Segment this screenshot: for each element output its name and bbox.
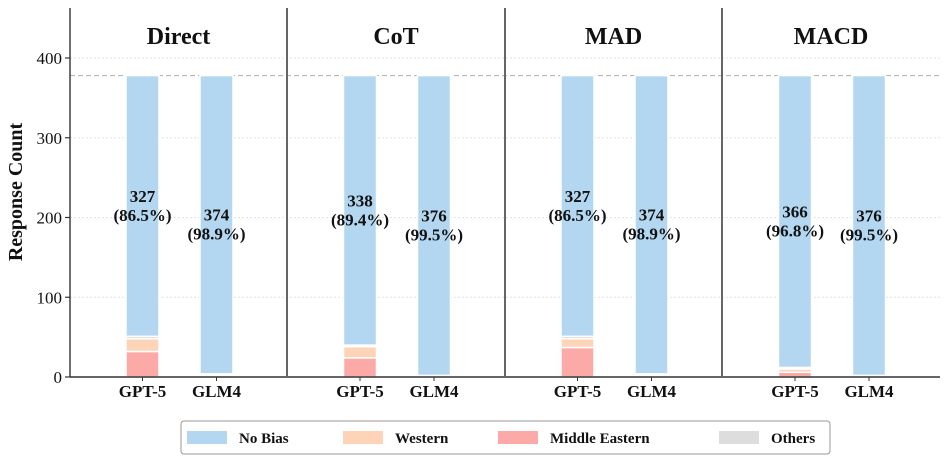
bar-cot-glm4-no-bias <box>416 74 452 377</box>
bar-mad-gpt-5-western <box>560 337 595 349</box>
legend-label-others: Others <box>771 431 815 447</box>
bar-cot-gpt-5-middle-eastern <box>342 357 378 378</box>
bars <box>125 74 887 378</box>
data-label-pct-mad-gpt-5: (86.5%) <box>548 206 606 225</box>
panel-title-direct: Direct <box>147 24 211 50</box>
panel-title-cot: CoT <box>373 24 418 50</box>
data-label-pct-macd-glm4: (99.5%) <box>840 225 898 244</box>
category-label-macd-glm4: GLM4 <box>844 382 894 401</box>
bar-direct-gpt-5-middle-eastern <box>125 350 160 378</box>
category-label-cot-glm4: GLM4 <box>409 382 459 401</box>
data-label-count-macd-gpt-5: 366 <box>782 202 808 221</box>
legend-swatch-others <box>719 431 759 444</box>
data-label-count-direct-gpt-5: 327 <box>130 187 156 206</box>
bar-macd-glm4-no-bias <box>851 74 887 377</box>
category-label-cot-gpt-5: GPT-5 <box>336 382 384 401</box>
y-tick-label-200: 200 <box>37 209 63 228</box>
data-label-count-mad-gpt-5: 327 <box>565 187 591 206</box>
y-axis-label: Response Count <box>5 122 27 261</box>
data-label-count-cot-gpt-5: 338 <box>347 191 373 210</box>
bar-mad-glm4-no-bias <box>634 74 669 375</box>
legend-swatch-western <box>343 431 383 444</box>
bar-direct-gpt-5-western <box>125 337 160 353</box>
data-label-pct-direct-gpt-5: (86.5%) <box>113 206 171 225</box>
legend-label-middle-eastern: Middle Eastern <box>550 431 650 447</box>
panel-title-macd: MACD <box>794 24 869 50</box>
y-tick-label-400: 400 <box>37 49 63 68</box>
bar-cot-gpt-5-no-bias <box>342 74 378 346</box>
labels: 0100200300400DirectGPT-5327(86.5%)GLM437… <box>37 24 899 401</box>
bar-macd-gpt-5-no-bias <box>777 74 813 369</box>
data-label-pct-cot-gpt-5: (89.4%) <box>331 210 389 229</box>
data-label-pct-macd-gpt-5: (96.8%) <box>766 221 824 240</box>
bar-direct-gpt-5-no-bias <box>125 74 160 338</box>
legend: No Bias Western Middle Eastern Others <box>180 420 831 455</box>
legend-swatch-middle-eastern <box>498 431 538 444</box>
data-label-count-direct-glm4: 374 <box>204 206 230 225</box>
data-label-pct-direct-glm4: (98.9%) <box>187 225 245 244</box>
category-label-mad-glm4: GLM4 <box>627 382 677 401</box>
panel-title-mad: MAD <box>585 24 642 50</box>
bar-mad-gpt-5-no-bias <box>560 74 595 338</box>
y-tick-label-100: 100 <box>37 288 63 307</box>
legend-label-western: Western <box>395 431 449 447</box>
data-label-pct-cot-glm4: (99.5%) <box>405 225 463 244</box>
data-label-count-cot-glm4: 376 <box>421 206 447 225</box>
data-label-count-mad-glm4: 374 <box>639 206 665 225</box>
category-label-direct-gpt-5: GPT-5 <box>119 382 167 401</box>
legend-label-no-bias: No Bias <box>239 431 289 447</box>
legend-swatch-no-bias <box>187 431 227 444</box>
data-label-pct-mad-glm4: (98.9%) <box>622 225 680 244</box>
bar-direct-glm4-no-bias <box>199 74 234 375</box>
bar-mad-gpt-5-middle-eastern <box>560 346 595 378</box>
category-label-macd-gpt-5: GPT-5 <box>771 382 819 401</box>
category-label-mad-gpt-5: GPT-5 <box>554 382 602 401</box>
category-label-direct-glm4: GLM4 <box>192 382 242 401</box>
y-tick-label-300: 300 <box>37 129 63 148</box>
bar-cot-gpt-5-western <box>342 345 378 359</box>
y-tick-label-0: 0 <box>54 368 63 387</box>
axes <box>65 8 940 381</box>
data-label-count-macd-glm4: 376 <box>856 206 882 225</box>
